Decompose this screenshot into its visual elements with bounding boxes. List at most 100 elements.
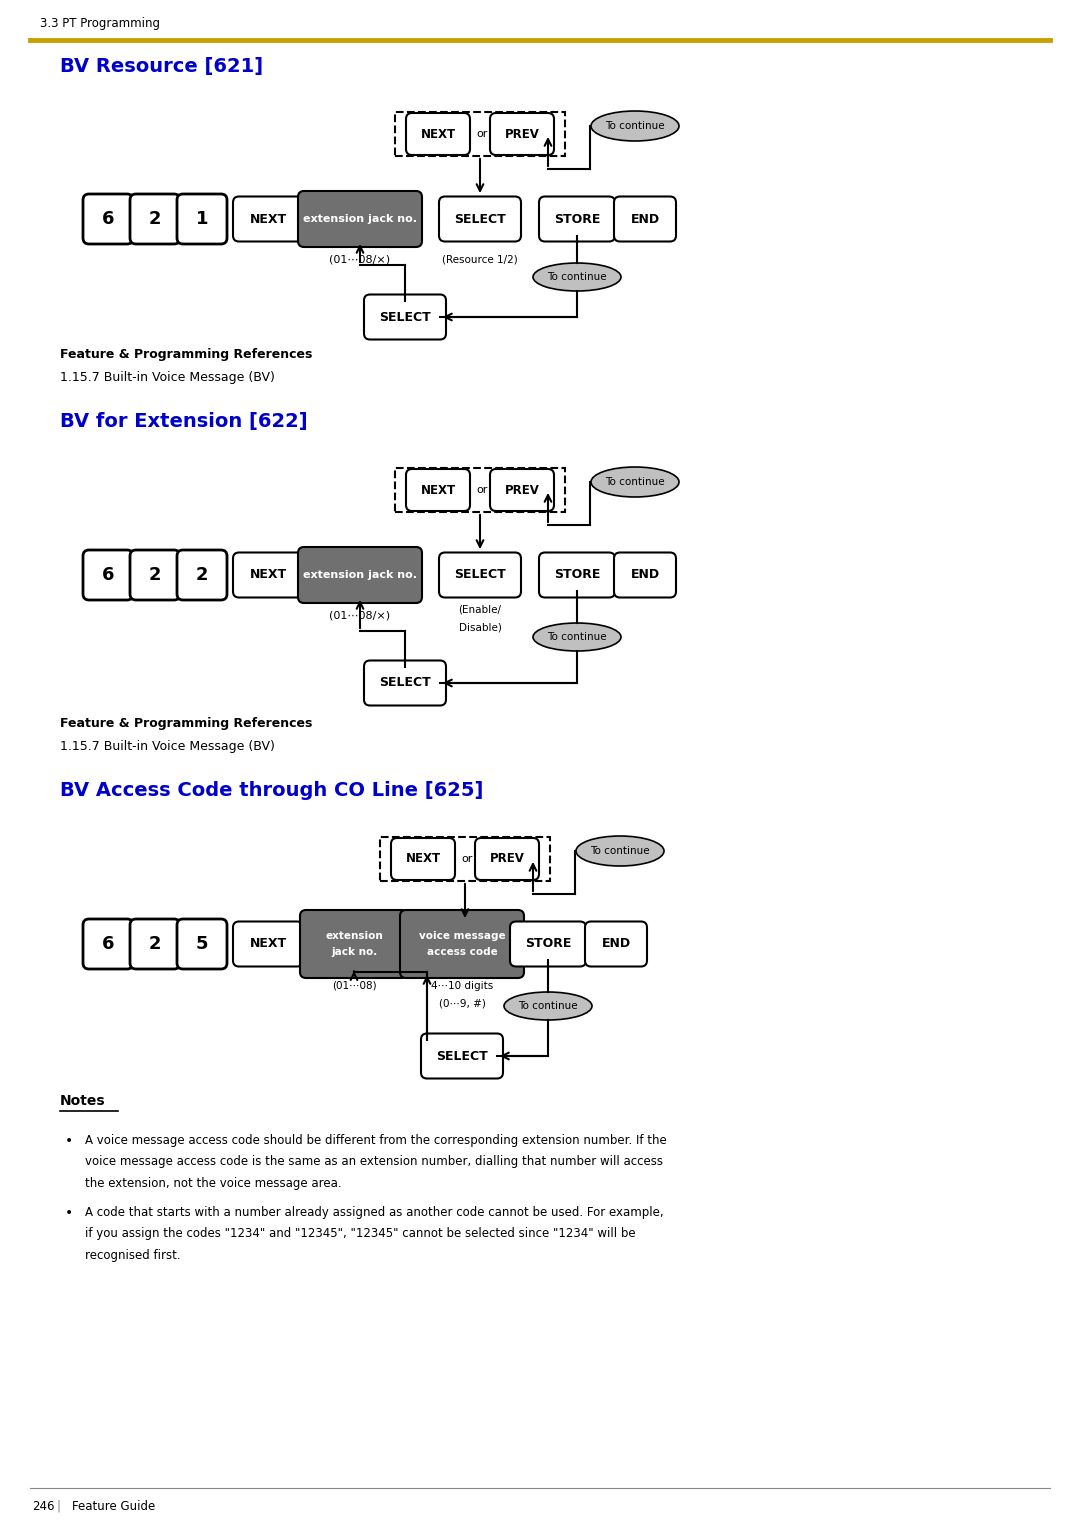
Text: or: or (461, 854, 473, 863)
Text: extension jack no.: extension jack no. (303, 214, 417, 225)
FancyBboxPatch shape (421, 1033, 503, 1079)
Text: 1.15.7 Built-in Voice Message (BV): 1.15.7 Built-in Voice Message (BV) (60, 370, 275, 384)
Text: BV Resource [621]: BV Resource [621] (60, 57, 264, 75)
Text: the extension, not the voice message area.: the extension, not the voice message are… (85, 1177, 341, 1190)
Text: To continue: To continue (548, 633, 607, 642)
Text: SELECT: SELECT (454, 212, 505, 226)
Text: To continue: To continue (590, 847, 650, 856)
FancyBboxPatch shape (615, 553, 676, 597)
Text: To continue: To continue (518, 1001, 578, 1012)
FancyBboxPatch shape (130, 918, 180, 969)
Text: 4⋯10 digits: 4⋯10 digits (431, 981, 494, 992)
FancyBboxPatch shape (615, 197, 676, 241)
Text: SELECT: SELECT (436, 1050, 488, 1062)
FancyBboxPatch shape (490, 113, 554, 154)
Text: BV Access Code through CO Line [625]: BV Access Code through CO Line [625] (60, 781, 484, 801)
Text: BV for Extension [622]: BV for Extension [622] (60, 413, 308, 431)
Text: SELECT: SELECT (454, 568, 505, 582)
FancyBboxPatch shape (298, 547, 422, 604)
Text: recognised first.: recognised first. (85, 1248, 180, 1262)
FancyBboxPatch shape (233, 553, 303, 597)
Text: 2: 2 (149, 935, 161, 953)
Text: 3.3 PT Programming: 3.3 PT Programming (40, 17, 160, 29)
Text: or: or (476, 484, 488, 495)
FancyBboxPatch shape (391, 837, 455, 880)
FancyBboxPatch shape (233, 197, 303, 241)
FancyBboxPatch shape (364, 295, 446, 339)
FancyBboxPatch shape (406, 113, 470, 154)
Text: Disable): Disable) (459, 622, 501, 633)
FancyBboxPatch shape (130, 194, 180, 244)
Text: NEXT: NEXT (405, 853, 441, 865)
Text: STORE: STORE (554, 568, 600, 582)
Text: PREV: PREV (504, 483, 539, 497)
Text: •: • (65, 1206, 73, 1219)
Text: STORE: STORE (525, 938, 571, 950)
FancyBboxPatch shape (177, 550, 227, 601)
Ellipse shape (591, 468, 679, 497)
FancyBboxPatch shape (83, 194, 133, 244)
Text: (0⋯9, #): (0⋯9, #) (438, 999, 485, 1008)
FancyBboxPatch shape (177, 194, 227, 244)
Text: Feature & Programming References: Feature & Programming References (60, 717, 312, 729)
Text: voice message: voice message (419, 931, 505, 941)
Text: 6: 6 (102, 935, 114, 953)
Text: NEXT: NEXT (249, 568, 286, 582)
FancyBboxPatch shape (83, 918, 133, 969)
FancyBboxPatch shape (585, 921, 647, 967)
FancyBboxPatch shape (400, 911, 524, 978)
Text: if you assign the codes "1234" and "12345", "12345" cannot be selected since "12: if you assign the codes "1234" and "1234… (85, 1227, 636, 1241)
Ellipse shape (576, 836, 664, 866)
Text: END: END (631, 212, 660, 226)
FancyBboxPatch shape (510, 921, 586, 967)
FancyBboxPatch shape (475, 837, 539, 880)
Text: END: END (631, 568, 660, 582)
Text: •: • (65, 1134, 73, 1148)
Text: voice message access code is the same as an extension number, dialling that numb: voice message access code is the same as… (85, 1155, 663, 1169)
FancyBboxPatch shape (438, 197, 521, 241)
Text: extension: extension (325, 931, 383, 941)
Text: SELECT: SELECT (379, 310, 431, 324)
FancyBboxPatch shape (539, 197, 615, 241)
Text: END: END (602, 938, 631, 950)
Text: A voice message access code should be different from the corresponding extension: A voice message access code should be di… (85, 1134, 666, 1148)
Bar (395, 112, 565, 156)
Text: SELECT: SELECT (379, 677, 431, 689)
Text: 1.15.7 Built-in Voice Message (BV): 1.15.7 Built-in Voice Message (BV) (60, 740, 275, 752)
FancyBboxPatch shape (364, 660, 446, 706)
Text: 6: 6 (102, 565, 114, 584)
FancyBboxPatch shape (298, 191, 422, 248)
Text: 1: 1 (195, 209, 208, 228)
Text: STORE: STORE (554, 212, 600, 226)
Text: (01⋯08): (01⋯08) (332, 981, 376, 992)
Text: NEXT: NEXT (249, 212, 286, 226)
Text: Feature & Programming References: Feature & Programming References (60, 347, 312, 361)
Text: or: or (476, 128, 488, 139)
Text: (01⋯08/×): (01⋯08/×) (329, 254, 391, 264)
Text: 2: 2 (195, 565, 208, 584)
Bar (395, 468, 565, 512)
FancyBboxPatch shape (438, 553, 521, 597)
Text: jack no.: jack no. (330, 947, 377, 957)
FancyBboxPatch shape (233, 921, 303, 967)
Text: To continue: To continue (548, 272, 607, 283)
FancyBboxPatch shape (177, 918, 227, 969)
Text: To continue: To continue (605, 477, 665, 487)
Text: access code: access code (427, 947, 498, 957)
Text: NEXT: NEXT (249, 938, 286, 950)
FancyBboxPatch shape (300, 911, 408, 978)
FancyBboxPatch shape (130, 550, 180, 601)
FancyBboxPatch shape (539, 553, 615, 597)
Text: (01⋯08/×): (01⋯08/×) (329, 610, 391, 620)
Text: Notes: Notes (60, 1094, 106, 1108)
Text: A code that starts with a number already assigned as another code cannot be used: A code that starts with a number already… (85, 1206, 663, 1219)
Ellipse shape (504, 992, 592, 1021)
Text: PREV: PREV (489, 853, 525, 865)
Text: (Enable/: (Enable/ (459, 605, 501, 614)
Bar (380, 837, 550, 882)
Text: extension jack no.: extension jack no. (303, 570, 417, 581)
Ellipse shape (534, 263, 621, 290)
Ellipse shape (591, 112, 679, 141)
Text: 2: 2 (149, 209, 161, 228)
Text: Feature Guide: Feature Guide (72, 1499, 156, 1513)
